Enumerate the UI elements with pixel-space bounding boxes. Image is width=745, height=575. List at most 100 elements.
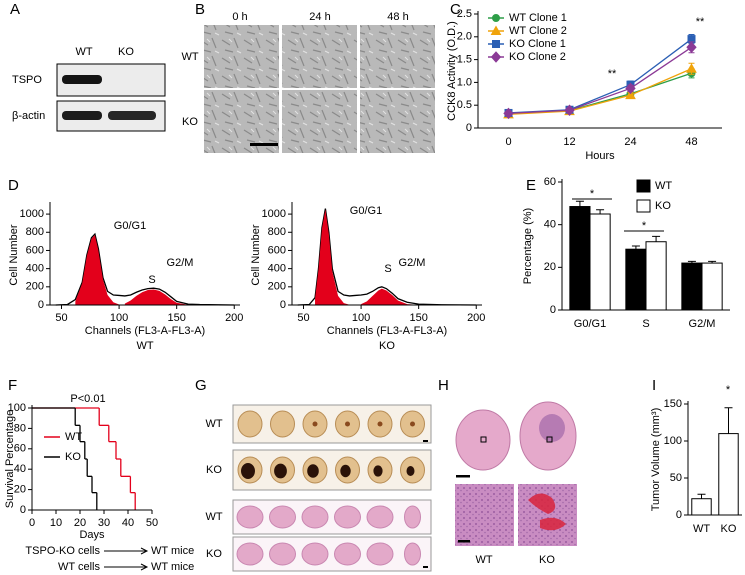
bar (645, 241, 667, 311)
arrow (104, 547, 149, 555)
x-tick-label: 50 (146, 517, 158, 529)
x-tick-label: 150 (167, 312, 185, 324)
x-axis-label: Hours (585, 150, 615, 162)
x-tick-label: 100 (352, 312, 370, 324)
x-tick-label: 40 (122, 517, 134, 529)
y-tick-label: 1.0 (457, 76, 472, 88)
x-tick-label: 150 (409, 312, 427, 324)
marker (492, 40, 500, 48)
annotation: S (384, 263, 391, 275)
lane-label: WT (75, 46, 92, 58)
annotation: * (590, 188, 595, 200)
y-axis-label: Tumor Volume (mm³) (650, 408, 662, 512)
x-tick-label: 100 (110, 312, 128, 324)
y-tick-label: 20 (14, 484, 26, 496)
blot-band (62, 75, 102, 84)
column-label: WT (475, 554, 492, 566)
y-tick-label: 20 (544, 261, 556, 273)
blot-band (62, 111, 102, 120)
error-bar (631, 245, 640, 250)
x-tick-label: G0/G1 (574, 318, 606, 330)
annotation: G0/G1 (114, 220, 146, 232)
x-tick-label: 12 (563, 136, 575, 148)
brain (237, 410, 263, 438)
y-tick-label: 0.5 (457, 99, 472, 111)
y-tick-label: 80 (14, 422, 26, 434)
x-tick-label: 0 (505, 136, 511, 148)
annotation: S (148, 274, 155, 286)
y-tick-label: 60 (14, 443, 26, 455)
y-axis-label: Cell Number (250, 224, 262, 285)
x-tick-label: WT (693, 523, 710, 535)
marker (686, 41, 697, 54)
row-label: KO (206, 464, 222, 476)
transplant-host: WT mice (151, 561, 194, 573)
tumor (241, 463, 255, 479)
brain-slice (404, 505, 421, 529)
marker (564, 104, 575, 116)
micrograph (518, 484, 577, 546)
zoom-box (480, 436, 487, 443)
y-axis-label: Survival Percentage (4, 410, 16, 508)
x-tick-label: 50 (55, 312, 67, 324)
brain-slice (236, 542, 264, 566)
blot-band (108, 111, 156, 120)
legend-label: KO (655, 200, 671, 212)
y-tick-label: 0 (20, 504, 26, 516)
tumor-images (232, 404, 432, 572)
x-tick-label: 24 (624, 136, 636, 148)
y-tick-label: 0 (676, 509, 682, 521)
protein-label: β-actin (12, 110, 45, 122)
y-tick-label: 800 (26, 226, 44, 238)
panel-label: C (450, 1, 461, 18)
y-axis-label: Cell Number (8, 224, 20, 285)
x-tick-label: 20 (74, 517, 86, 529)
y-tick-label: 800 (268, 226, 286, 238)
scale-bar (423, 566, 428, 568)
legend-label: WT Clone 2 (509, 25, 567, 37)
transplant-cells: TSPO-KO cells (25, 545, 100, 557)
legend-label: WT (655, 180, 672, 192)
micrograph (204, 25, 279, 88)
tumor (406, 466, 415, 476)
protein-label: TSPO (12, 74, 42, 86)
x-tick-label: 10 (50, 517, 62, 529)
y-tick-label: 1.5 (457, 54, 472, 66)
bar (701, 262, 723, 311)
legend-label: KO Clone 1 (509, 38, 566, 50)
annotation: ** (696, 16, 705, 28)
panel-label: F (8, 377, 17, 394)
area (75, 235, 120, 305)
row-label: KO (206, 548, 222, 560)
y-tick-label: 600 (26, 244, 44, 256)
bar (718, 433, 739, 516)
column-label: KO (539, 554, 555, 566)
y-tick-label: 40 (14, 463, 26, 475)
micrograph (455, 484, 514, 546)
y-tick-label: 2.5 (457, 8, 472, 20)
lane-label: KO (118, 46, 134, 58)
scale-bar (423, 440, 428, 442)
tumor (373, 465, 383, 477)
panel-label: I (652, 377, 656, 394)
y-tick-label: 1000 (262, 208, 286, 220)
micrograph (360, 25, 435, 88)
panel-label: B (195, 1, 205, 18)
histology-images (452, 398, 577, 546)
marker (490, 51, 502, 63)
chart-title: P<0.01 (70, 393, 105, 405)
zoom-box (546, 436, 553, 443)
error-bar (652, 235, 661, 242)
hemorrhage (528, 493, 566, 531)
y-tick-label: 100 (8, 402, 26, 414)
spot (312, 421, 318, 427)
annotation: * (642, 220, 647, 232)
y-tick-label: 100 (664, 435, 682, 447)
marker (503, 107, 514, 120)
marker (490, 25, 502, 35)
brain-slice (334, 542, 361, 566)
error-bar (596, 209, 605, 214)
spot (410, 421, 415, 427)
area (124, 289, 189, 305)
x-tick-label: G2/M (689, 318, 716, 330)
